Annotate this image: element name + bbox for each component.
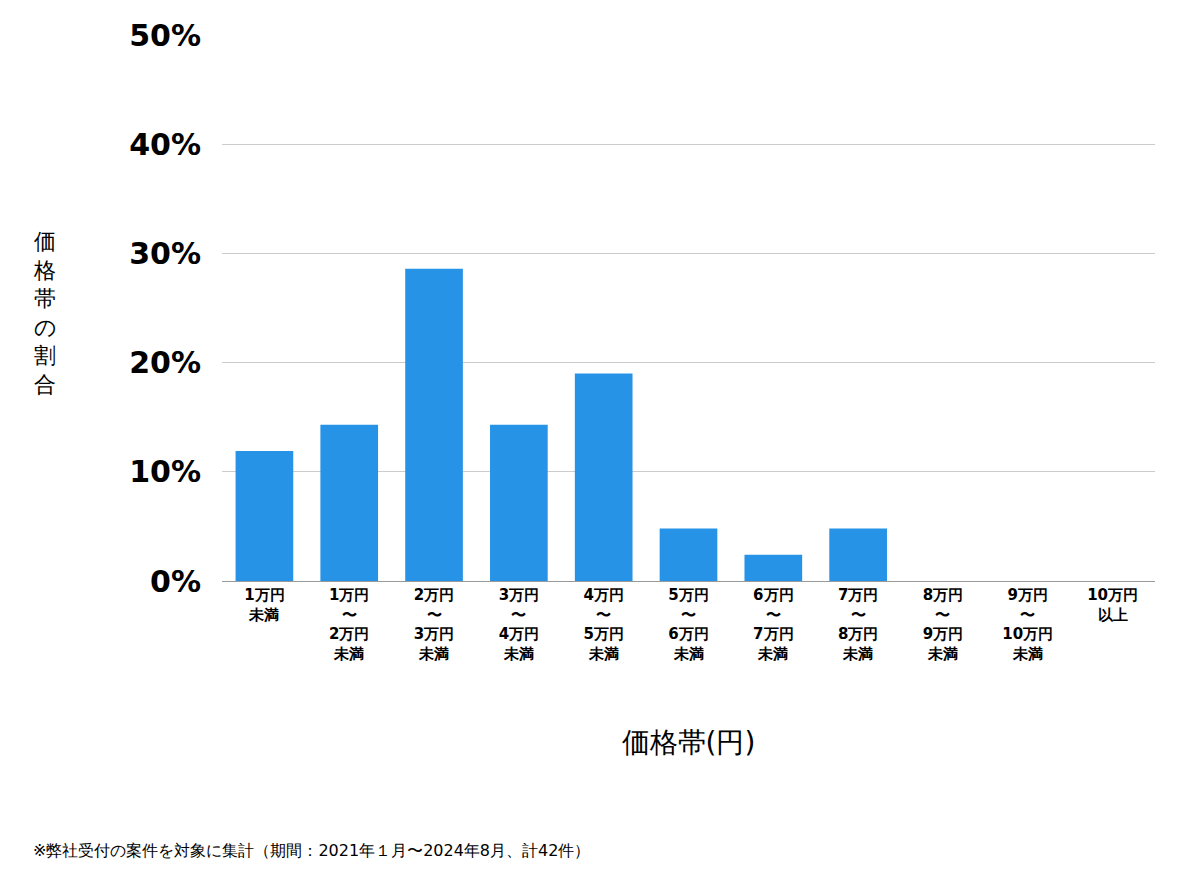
svg-text:40%: 40% [129,127,201,162]
svg-text:価格帯の割合: 価格帯の割合 [33,229,57,397]
svg-text:10万円以上: 10万円以上 [1087,586,1138,624]
svg-text:50%: 50% [129,18,201,53]
svg-text:10%: 10% [129,454,201,489]
svg-text:4万円〜5万円未満: 4万円〜5万円未満 [583,586,623,663]
svg-text:※弊社受付の案件を対象に集計（期間：2021年１月〜2024: ※弊社受付の案件を対象に集計（期間：2021年１月〜2024年8月、計42件） [33,841,590,860]
svg-text:1万円〜2万円未満: 1万円〜2万円未満 [329,586,369,663]
svg-text:1万円未満: 1万円未満 [244,586,284,624]
svg-text:価格帯(円): 価格帯(円) [622,726,756,759]
svg-text:7万円〜8万円未満: 7万円〜8万円未満 [838,586,878,663]
svg-text:30%: 30% [129,236,201,271]
svg-text:9万円〜10万円未満: 9万円〜10万円未満 [1002,586,1053,663]
svg-text:6万円〜7万円未満: 6万円〜7万円未満 [753,586,793,663]
svg-text:0%: 0% [150,564,201,599]
svg-text:2万円〜3万円未満: 2万円〜3万円未満 [414,586,454,663]
svg-text:3万円〜4万円未満: 3万円〜4万円未満 [499,586,539,663]
svg-text:8万円〜9万円未満: 8万円〜9万円未満 [923,586,963,663]
svg-text:20%: 20% [129,345,201,380]
svg-text:5万円〜6万円未満: 5万円〜6万円未満 [668,586,708,663]
